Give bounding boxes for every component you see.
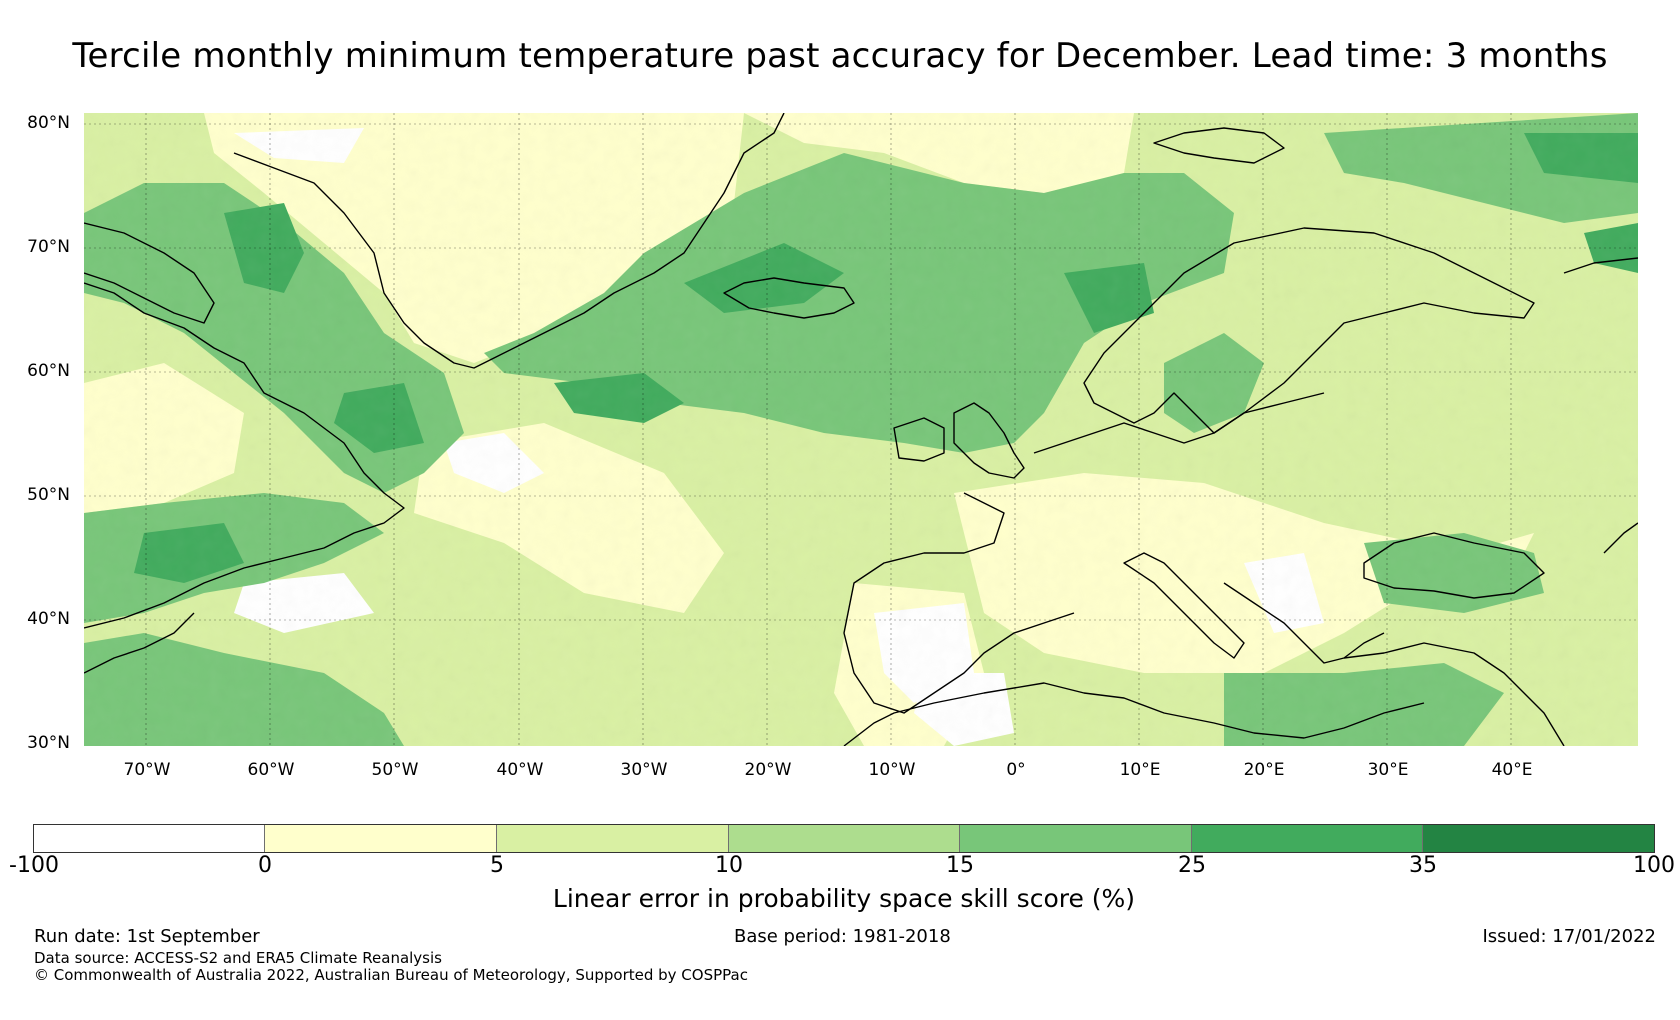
coastline-scandinavia [1083, 227, 1535, 434]
colorbar-segment-10-15 [729, 825, 960, 852]
issued-date: Issued: 17/01/2022 [1482, 926, 1656, 947]
coastline-british-isles [953, 402, 1025, 479]
coastline-baffin [84, 222, 215, 324]
base-period: Base period: 1981-2018 [734, 926, 951, 947]
run-date: Run date: 1st September [34, 926, 260, 947]
lon-label-10e: 10°E [1119, 760, 1161, 780]
coastline-france-iberia [843, 492, 1075, 714]
coastline-east-us [84, 612, 195, 674]
colorbar [34, 825, 1654, 852]
colorbar-segment-35-100 [1423, 825, 1654, 852]
colorbar-segment-25-35 [1192, 825, 1423, 852]
lon-label-20e: 20°E [1243, 760, 1285, 780]
colorbar-label: Linear error in probability space skill … [552, 884, 1136, 913]
coastline-black-sea [1363, 532, 1545, 599]
colorbar-segment-negative [34, 825, 265, 852]
coastline-north-africa [843, 682, 1425, 746]
graticule [84, 113, 1638, 746]
lon-label-20w: 20°W [744, 760, 792, 780]
colorbar-tick-15: 15 [946, 853, 974, 878]
lat-label-30n: 30°N [27, 733, 70, 753]
colorbar-tick-25: 25 [1178, 853, 1206, 878]
colorbar-tick-100: 100 [1633, 853, 1675, 878]
colorbar-tick-5: 5 [490, 853, 504, 878]
colorbar-tick-35: 35 [1409, 853, 1437, 878]
coastline-caspian [1603, 522, 1638, 554]
coastline-novaya-zemlya [1563, 257, 1638, 274]
coastline-europe-west [1033, 392, 1325, 454]
lon-label-10w: 10°W [868, 760, 916, 780]
lat-label-50n: 50°N [27, 485, 70, 505]
coastline-italy [1123, 552, 1245, 659]
lon-label-60w: 60°W [247, 760, 295, 780]
coastline-iceland [723, 277, 855, 319]
lon-label-50w: 50°W [371, 760, 419, 780]
colorbar-segment-5-10 [497, 825, 729, 852]
copyright-notice: © Commonwealth of Australia 2022, Austra… [34, 966, 748, 984]
lat-label-70n: 70°N [27, 237, 70, 257]
colorbar-tick-minus100: -100 [9, 853, 59, 878]
lon-label-40w: 40°W [496, 760, 544, 780]
lon-label-40e: 40°E [1491, 760, 1533, 780]
coastline-svalbard [1153, 127, 1285, 164]
skill-score-map [84, 113, 1638, 746]
lat-label-80n: 80°N [27, 113, 70, 133]
lon-label-70w: 70°W [123, 760, 171, 780]
colorbar-tick-0: 0 [258, 853, 272, 878]
coastline-balkans [1223, 582, 1385, 664]
lon-label-0: 0° [1006, 760, 1026, 780]
colorbar-tick-10: 10 [715, 853, 743, 878]
colorbar-segment-15-25 [960, 825, 1192, 852]
coastline-greenland [233, 113, 785, 369]
lat-label-60n: 60°N [27, 361, 70, 381]
data-source: Data source: ACCESS-S2 and ERA5 Climate … [34, 949, 442, 967]
lat-label-40n: 40°N [27, 609, 70, 629]
grid-texture [84, 113, 1638, 746]
coastline-canada [84, 282, 405, 629]
coastline-ireland [893, 417, 945, 462]
lon-label-30w: 30°W [620, 760, 668, 780]
lon-label-30e: 30°E [1367, 760, 1409, 780]
colorbar-segment-0-5 [265, 825, 497, 852]
coastlines [84, 113, 1638, 746]
coastline-turkey [1343, 642, 1565, 746]
chart-title: Tercile monthly minimum temperature past… [72, 36, 1608, 76]
